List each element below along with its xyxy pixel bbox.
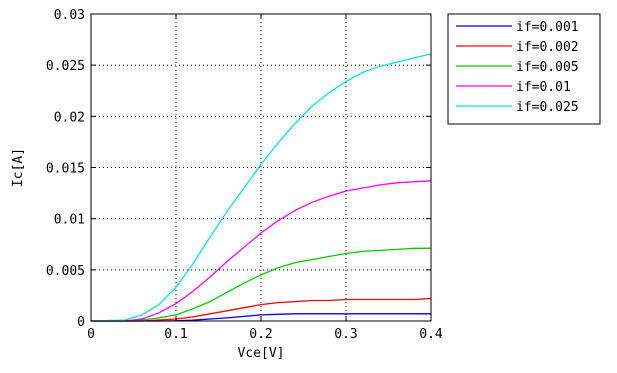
y-tick-label: 0.025 (46, 59, 85, 74)
y-axis-label: Ic[A] (11, 148, 26, 187)
y-tick-label: 0 (77, 315, 85, 330)
legend-label: if=0.002 (516, 40, 579, 55)
grid-lines (91, 14, 431, 321)
x-tick-label: 0.2 (249, 327, 272, 342)
y-tick-label: 0.015 (46, 162, 85, 177)
legend-label: if=0.005 (516, 60, 579, 75)
x-tick-label: 0.1 (164, 327, 187, 342)
series-line-4 (91, 180, 432, 322)
legend-label: if=0.01 (516, 80, 571, 95)
series-line-5 (90, 53, 432, 322)
series-lines (90, 53, 432, 322)
legend-label: if=0.001 (516, 20, 579, 35)
x-tick-label: 0.4 (419, 327, 443, 342)
x-tick-label: 0.3 (334, 327, 357, 342)
x-axis-label: Vce[V] (238, 346, 285, 361)
legend: if=0.001 if=0.002 if=0.005 if=0.01 if=0.025 (447, 13, 601, 125)
legend-label: if=0.025 (516, 100, 579, 115)
axis-ticks: 0 0.1 0.2 0.3 0.4 0 0.005 0.01 0.015 0.02 0.025 0.0… (46, 8, 443, 342)
series-line-2 (91, 297, 432, 322)
y-tick-label: 0.03 (54, 8, 85, 23)
x-tick-label: 0 (87, 327, 95, 342)
y-tick-label: 0.005 (46, 264, 85, 279)
y-tick-label: 0.01 (54, 213, 85, 228)
series-line-3 (91, 247, 431, 322)
y-tick-label: 0.02 (54, 110, 85, 125)
